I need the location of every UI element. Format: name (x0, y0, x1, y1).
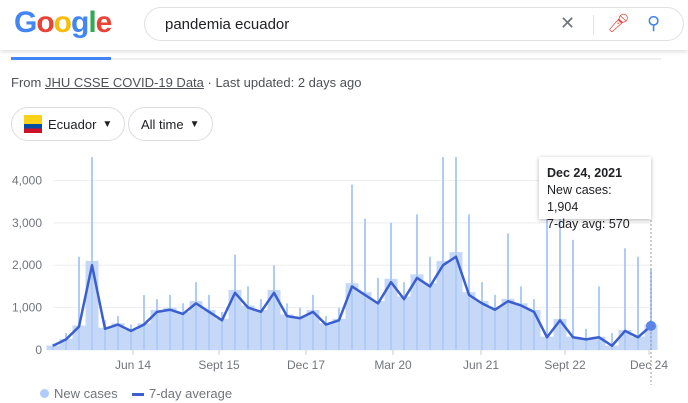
new-cases-bar (598, 286, 600, 350)
new-cases-bar (104, 320, 106, 350)
x-tick-label: Sept 22 (544, 358, 586, 372)
new-cases-bar (559, 197, 561, 350)
new-cases-bar (455, 157, 457, 350)
new-cases-bar (234, 254, 236, 350)
new-cases-bar (312, 294, 314, 350)
hover-point (646, 320, 656, 331)
tooltip-new-cases: New cases: 1,904 (547, 183, 612, 214)
search-input[interactable]: pandemia ecuador (165, 16, 290, 33)
clear-icon[interactable]: ✕ (560, 13, 576, 33)
new-cases-bar (416, 214, 418, 350)
new-cases-bar (481, 282, 483, 350)
tab-indicator (11, 57, 661, 60)
new-cases-bar (364, 218, 366, 350)
new-cases-bar (247, 286, 249, 350)
new-cases-bar (442, 157, 444, 350)
divider (593, 15, 594, 35)
new-cases-bar (403, 282, 405, 350)
new-cases-bar (325, 316, 327, 350)
y-tick-label: 4,000 (12, 173, 42, 187)
header: Google pandemia ecuador ✕ 🎤︎ ⚲ (0, 0, 688, 50)
source-link[interactable]: JHU CSSE COVID-19 Data (44, 75, 204, 90)
microphone-icon[interactable]: 🎤︎ (607, 13, 630, 33)
y-tick-label: 0 (35, 343, 42, 357)
7-day-average-line (52, 255, 652, 348)
new-cases-bar (143, 294, 145, 350)
new-cases-bar (195, 282, 197, 350)
new-cases-bar (156, 299, 158, 350)
x-tick-label: Dec 17 (287, 358, 325, 372)
y-tick-label: 2,000 (12, 258, 42, 272)
new-cases-bar (299, 307, 301, 350)
search-icon[interactable]: ⚲ (647, 13, 661, 33)
new-cases-bar (520, 286, 522, 350)
new-cases-bar (507, 233, 509, 350)
new-cases-bar (351, 184, 353, 350)
new-cases-bar (91, 157, 93, 350)
dropdown-arrow-icon: ▼ (189, 118, 200, 130)
legend-7-day-average: 7-day average (132, 386, 232, 401)
new-cases-bar (390, 222, 392, 350)
new-cases-bar (533, 299, 535, 350)
new-cases-bar (429, 256, 431, 350)
x-tick-label: Mar 20 (374, 358, 412, 372)
new-cases-bar (52, 343, 54, 350)
new-cases-bar (208, 294, 210, 350)
cases-chart[interactable]: 0 1,000 2,000 3,000 4,000 Jun 14 Sept 15 Dec 17… (0, 150, 688, 386)
new-cases-bar (637, 256, 639, 350)
new-cases-bar (338, 307, 340, 350)
tooltip-date: Dec 24, 2021 (547, 166, 623, 180)
x-tick-label: Sept 15 (198, 358, 240, 372)
new-cases-bar (260, 299, 262, 350)
new-cases-bar (624, 248, 626, 350)
y-tick-label: 1,000 (12, 301, 42, 315)
new-cases-bar (221, 311, 223, 350)
legend-new-cases: New cases (40, 386, 118, 401)
new-cases-bar (169, 294, 171, 350)
tooltip-average: 7-day avg: 570 (547, 217, 630, 231)
search-box[interactable]: pandemia ecuador ✕ 🎤︎ ⚲ (144, 7, 684, 41)
new-cases-bar (273, 265, 275, 350)
google-logo[interactable]: Google (14, 6, 112, 39)
x-tick-label: Jun 14 (115, 358, 151, 372)
tooltip: Dec 24, 2021 New cases: 1,904 7-day avg:… (539, 157, 651, 231)
ecuador-flag-icon (24, 115, 42, 133)
new-cases-bar (611, 333, 613, 350)
y-tick-label: 3,000 (12, 216, 42, 230)
new-cases-bar (65, 333, 67, 350)
new-cases-bar (130, 324, 132, 350)
x-tick-label: Dec 24 (630, 358, 668, 372)
data-source: From JHU CSSE COVID-19 Data · Last updat… (11, 75, 362, 90)
new-cases-bar (546, 157, 548, 350)
time-range-dropdown[interactable]: All time ▼ (128, 107, 213, 141)
new-cases-bar (572, 239, 574, 350)
new-cases-bar (286, 303, 288, 350)
new-cases-bar (468, 214, 470, 350)
new-cases-bar (182, 303, 184, 350)
dropdown-arrow-icon: ▼ (102, 118, 113, 130)
new-cases-bar (117, 316, 119, 350)
new-cases-bar (78, 256, 80, 350)
country-dropdown[interactable]: Ecuador ▼ (11, 107, 126, 141)
new-cases-bar (494, 294, 496, 350)
x-tick-label: Jun 21 (463, 358, 499, 372)
new-cases-bar (377, 277, 379, 350)
